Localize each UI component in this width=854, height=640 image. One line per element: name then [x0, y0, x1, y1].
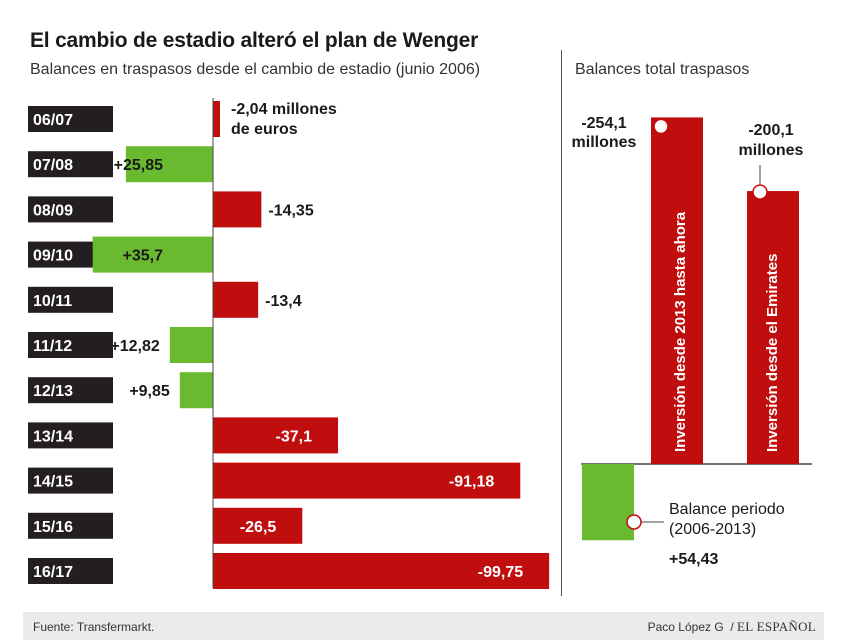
season-label-box	[28, 286, 113, 313]
season-label-box	[28, 467, 113, 494]
credits-separator: /	[730, 620, 734, 634]
right-chart-subtitle: Balances total traspasos	[575, 61, 750, 78]
season-label: 14/15	[33, 474, 73, 491]
bar	[125, 146, 213, 183]
season-balance-chart: 06/07 -2,04 millones de euros 07/08 +25,85 08…	[28, 98, 550, 589]
value-label: -13,4	[265, 293, 302, 310]
season-label-box	[28, 106, 113, 132]
bar	[213, 191, 262, 228]
season-label: 11/12	[33, 338, 72, 355]
panel-divider	[561, 50, 562, 596]
value-label-unit: de euros	[231, 121, 298, 138]
bar-name-since-emirates: Inversión desde el Emirates	[764, 254, 781, 452]
bar	[213, 462, 521, 499]
value-label: -14,35	[268, 202, 313, 219]
season-label: 07/08	[33, 157, 73, 174]
season-label: 13/14	[33, 428, 73, 445]
value-label: +35,7	[123, 248, 164, 265]
marker-dot	[653, 118, 669, 135]
value-label: -200,1	[748, 122, 793, 139]
bar-name-since-2013: Inversión desde 2013 hasta ahora	[672, 211, 689, 452]
season-label: 06/07	[33, 112, 73, 129]
season-label-box	[28, 196, 113, 223]
value-label: -2,04 millones	[231, 101, 337, 118]
value-label: -254,1	[581, 115, 626, 132]
author-name: Paco López G	[647, 620, 724, 634]
season-label-box	[28, 332, 113, 358]
season-label: 16/17	[33, 564, 73, 581]
season-label-box	[28, 422, 113, 449]
value-label: -99,75	[478, 564, 523, 581]
source-label: Fuente:	[33, 620, 74, 634]
value-label-unit: millones	[572, 134, 637, 151]
bar-since-emirates	[747, 191, 799, 464]
balance-period: (2006-2013)	[669, 521, 756, 538]
bar	[213, 507, 303, 544]
value-label: +25,85	[114, 157, 163, 174]
bar	[92, 236, 213, 273]
season-label: 09/10	[33, 248, 73, 265]
value-label: +54,43	[669, 551, 718, 568]
left-chart-subtitle: Balances en traspasos desde el cambio de…	[30, 61, 481, 78]
footer: Fuente: Transfermarkt. Paco López G / EL…	[23, 612, 824, 640]
bar	[213, 101, 220, 137]
value-label-unit: millones	[739, 142, 804, 159]
balance-title: Balance periodo	[669, 501, 785, 518]
bar	[179, 372, 213, 409]
season-label-box	[28, 151, 113, 178]
bar	[213, 553, 550, 589]
value-label: +12,82	[110, 338, 159, 355]
season-label: 10/11	[33, 293, 72, 310]
bar	[169, 327, 213, 363]
brand-logo: EL ESPAÑOL	[737, 619, 816, 634]
source-note: Fuente: Transfermarkt.	[33, 620, 154, 634]
marker-dot	[626, 514, 642, 530]
credits: Paco López G / EL ESPAÑOL	[648, 619, 816, 635]
bar	[213, 417, 339, 454]
marker-dot	[752, 184, 768, 200]
value-label: +9,85	[129, 383, 170, 400]
source-value: Transfermarkt.	[76, 620, 155, 634]
season-label-box	[28, 377, 113, 404]
value-label: -91,18	[449, 474, 494, 491]
chart-title: El cambio de estadio alteró el plan de W…	[30, 29, 479, 52]
value-label: -37,1	[276, 428, 313, 445]
season-label-box	[28, 558, 113, 584]
season-label: 15/16	[33, 519, 73, 536]
season-label: 08/09	[33, 202, 73, 219]
bar	[213, 281, 259, 318]
total-balance-chart: Inversión desde 2013 hasta ahora -254,1 mi…	[572, 115, 812, 568]
bar-balance-2006-2013	[582, 464, 634, 541]
bar-since-2013	[651, 117, 703, 465]
season-label-box	[28, 512, 113, 539]
season-label: 12/13	[33, 383, 73, 400]
value-label: -26,5	[240, 519, 277, 536]
